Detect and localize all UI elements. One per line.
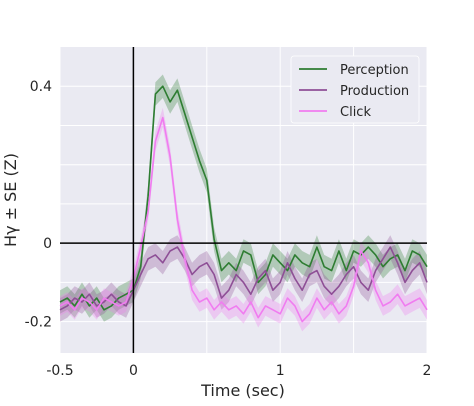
legend-box [290, 55, 420, 124]
series-line-production [59, 246, 428, 311]
series-lines [59, 85, 428, 323]
x-axis-label: Time (sec) [200, 381, 285, 400]
x-tick-labels: -0.5 0 1 2 [46, 363, 431, 379]
series-line-perception [59, 85, 428, 311]
legend-label-production: Production [340, 84, 409, 99]
x-tick-label: 1 [276, 363, 285, 379]
y-tick-labels: -0.2 0 0.4 [25, 79, 52, 330]
y-axis-label: Hγ ± SE (Z) [1, 153, 20, 247]
legend-label-perception: Perception [340, 63, 409, 78]
y-tick-label: -0.2 [25, 315, 52, 331]
x-tick-label: -0.5 [46, 363, 73, 379]
y-tick-label: 0 [43, 236, 52, 252]
x-tick-label: 2 [423, 363, 432, 379]
x-tick-label: 0 [129, 363, 138, 379]
series-line-click [59, 116, 428, 323]
legend-label-click: Click [340, 105, 371, 120]
y-tick-label: 0.4 [30, 79, 52, 95]
legend: Perception Production Click [290, 55, 420, 124]
